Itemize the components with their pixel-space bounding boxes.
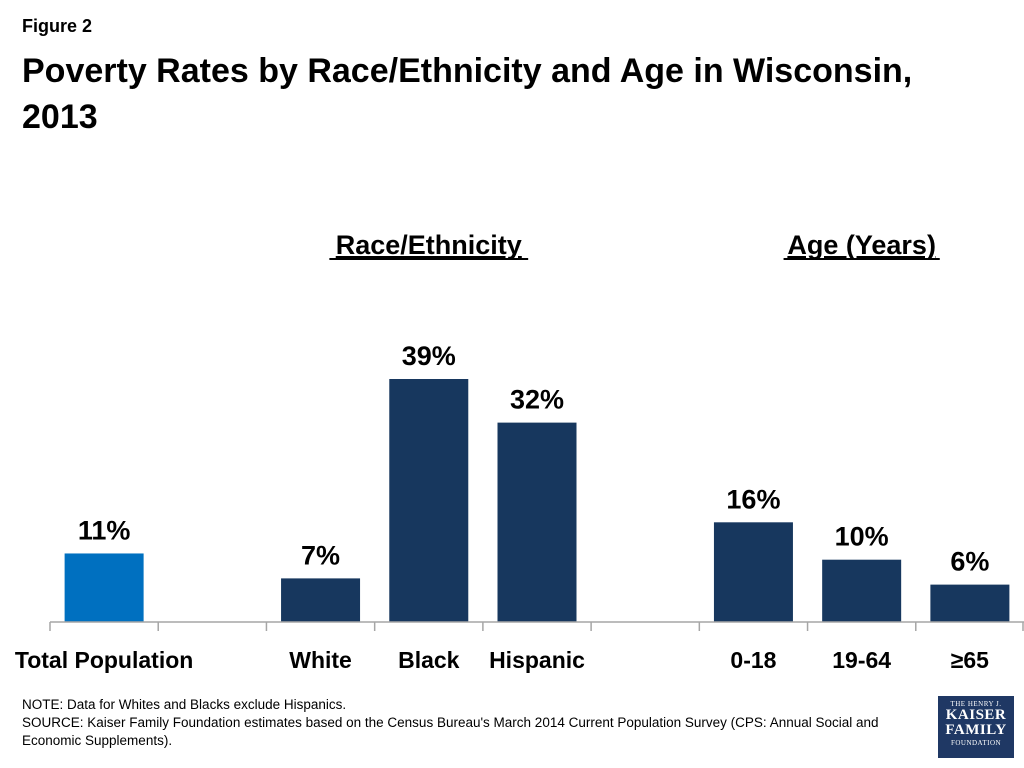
data-label: 6% xyxy=(950,547,989,577)
category-label: White xyxy=(289,647,352,673)
logo-line-2: KAISER xyxy=(945,707,1007,723)
data-label: 11% xyxy=(78,515,131,545)
bar xyxy=(281,578,361,622)
bar xyxy=(713,522,793,622)
bar xyxy=(497,422,577,622)
category-label: Black xyxy=(398,647,460,673)
category-label: ≥65 xyxy=(951,647,989,673)
data-label: 10% xyxy=(835,522,889,552)
bar xyxy=(930,584,1010,622)
data-label: 39% xyxy=(402,341,456,371)
logo-line-1: THE HENRY J. xyxy=(950,700,1002,708)
data-label: 16% xyxy=(726,484,780,514)
data-label: 7% xyxy=(301,540,340,570)
category-label: 0-18 xyxy=(730,647,776,673)
category-label: 19-64 xyxy=(832,647,891,673)
category-label: Total Population xyxy=(15,647,193,673)
data-label: 32% xyxy=(510,385,564,415)
note-text: NOTE: Data for Whites and Blacks exclude… xyxy=(22,697,347,712)
bar xyxy=(64,553,144,622)
kff-logo: THE HENRY J. KAISER FAMILY FOUNDATION xyxy=(938,696,1014,758)
chart-notes: NOTE: Data for Whites and Blacks exclude… xyxy=(22,696,922,750)
figure-label: Figure 2 xyxy=(22,16,93,36)
bar xyxy=(822,559,902,622)
group-header: Race/Ethnicity xyxy=(336,230,522,260)
chart-title: Poverty Rates by Race/Ethnicity and Age … xyxy=(22,52,913,136)
logo-line-4: FOUNDATION xyxy=(950,739,1002,747)
logo-line-3: FAMILY xyxy=(945,722,1007,738)
source-text: SOURCE: Kaiser Family Foundation estimat… xyxy=(22,715,879,748)
category-label: Hispanic xyxy=(489,647,585,673)
group-header: Age (Years) xyxy=(787,230,936,260)
bar xyxy=(389,379,469,622)
bar-chart: Race/Ethnicity Age (Years) 11% Total Popul… xyxy=(15,230,1024,673)
